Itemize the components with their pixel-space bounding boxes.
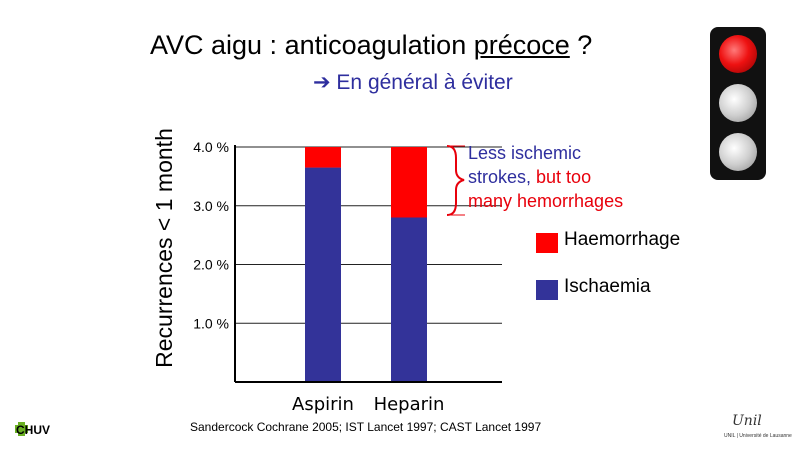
- title-underlined-word: précoce: [473, 30, 570, 60]
- unil-logo-subtitle: UNIL | Université de Lausanne: [724, 433, 792, 439]
- unil-logo-script: Unil: [732, 413, 762, 429]
- grey-lamp-icon: [719, 133, 757, 171]
- title-end: ?: [569, 30, 593, 60]
- traffic-light-icon: [710, 27, 766, 180]
- y-tick-label: 1.0 %: [193, 315, 229, 331]
- annotation-line-2-blue: strokes,: [468, 167, 537, 187]
- legend-label-haemorrhage: Haemorrhage: [564, 229, 681, 250]
- y-tick-label: 3.0 %: [193, 198, 229, 214]
- slide-subtitle: ➔ En général à éviter: [313, 71, 513, 94]
- grey-lamp-icon: [719, 84, 757, 122]
- annotation-line-2-red: but too: [536, 167, 592, 187]
- annotation-brace: [446, 145, 465, 216]
- legend-swatch-ischaemia: [536, 280, 558, 300]
- citation: Sandercock Cochrane 2005; IST Lancet 199…: [190, 420, 542, 434]
- title-main: AVC aigu : anticoagulation: [150, 30, 474, 60]
- chuv-logo: CHUV: [15, 422, 50, 437]
- bar-haemorrhage: [305, 147, 341, 168]
- x-category-label: Heparin: [374, 394, 445, 415]
- red-lamp-icon: [719, 35, 757, 73]
- y-tick-label: 4.0 %: [193, 139, 229, 155]
- unil-logo: Unil UNIL | Université de Lausanne: [722, 413, 792, 445]
- y-axis-title: Recurrences < 1 month: [151, 128, 177, 368]
- bar-ischaemia: [391, 217, 427, 382]
- x-category-label: Aspirin: [292, 394, 354, 415]
- annotation-line-2: strokes, but too: [468, 165, 623, 189]
- annotation-line-3: many hemorrhages: [468, 191, 624, 211]
- bar-haemorrhage: [391, 147, 427, 218]
- annotation-text: Less ischemic strokes, but too many hemo…: [468, 141, 623, 213]
- slide-title: AVC aigu : anticoagulation précoce ?: [150, 30, 650, 61]
- legend-swatch-haemorrhage: [536, 233, 558, 253]
- legend-label-ischaemia: Ischaemia: [564, 276, 651, 297]
- y-tick-label: 2.0 %: [193, 257, 229, 273]
- chuv-logo-text: CHUV: [16, 423, 50, 437]
- annotation-line-1: Less ischemic: [468, 143, 582, 163]
- bar-ischaemia: [305, 167, 341, 382]
